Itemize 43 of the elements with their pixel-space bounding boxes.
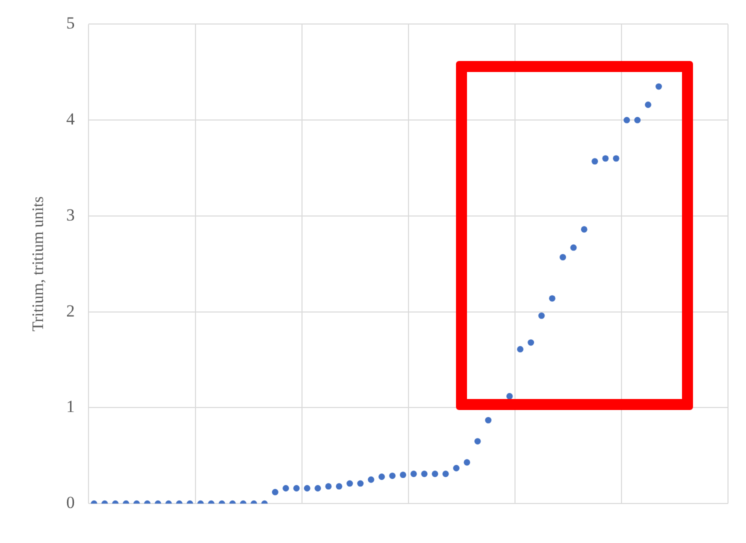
point xyxy=(282,485,290,492)
point xyxy=(293,485,300,492)
point xyxy=(560,254,566,260)
point xyxy=(325,483,332,490)
y-tick-label: 4 xyxy=(66,110,76,129)
point xyxy=(624,116,630,124)
point xyxy=(410,470,417,478)
point xyxy=(644,102,652,108)
point xyxy=(580,226,588,233)
point xyxy=(272,488,278,496)
point xyxy=(592,158,598,165)
point xyxy=(421,470,428,478)
point xyxy=(602,155,609,162)
point xyxy=(485,416,492,424)
y-tick-label: 0 xyxy=(66,493,75,512)
point xyxy=(357,480,364,487)
point xyxy=(389,472,396,479)
point xyxy=(432,470,438,478)
point xyxy=(538,312,545,319)
y-tick-label: 2 xyxy=(66,301,75,320)
point xyxy=(453,464,460,472)
point xyxy=(612,155,620,162)
y-axis-title: Tritium, tritium units xyxy=(30,196,47,332)
point xyxy=(336,483,342,490)
point xyxy=(442,470,449,478)
point xyxy=(378,474,385,480)
point xyxy=(368,476,374,483)
point xyxy=(570,244,577,251)
y-tick-label: 5 xyxy=(66,14,75,33)
point xyxy=(528,339,534,346)
point xyxy=(548,295,556,302)
point xyxy=(474,438,481,444)
point xyxy=(346,480,353,487)
point xyxy=(314,485,321,492)
point xyxy=(517,346,524,352)
point xyxy=(506,393,513,400)
point xyxy=(400,472,406,478)
point xyxy=(464,459,470,466)
y-tick-label: 1 xyxy=(66,397,75,416)
y-tick-label: 3 xyxy=(66,205,75,224)
point xyxy=(304,485,310,492)
point xyxy=(634,116,641,124)
point xyxy=(656,83,662,90)
